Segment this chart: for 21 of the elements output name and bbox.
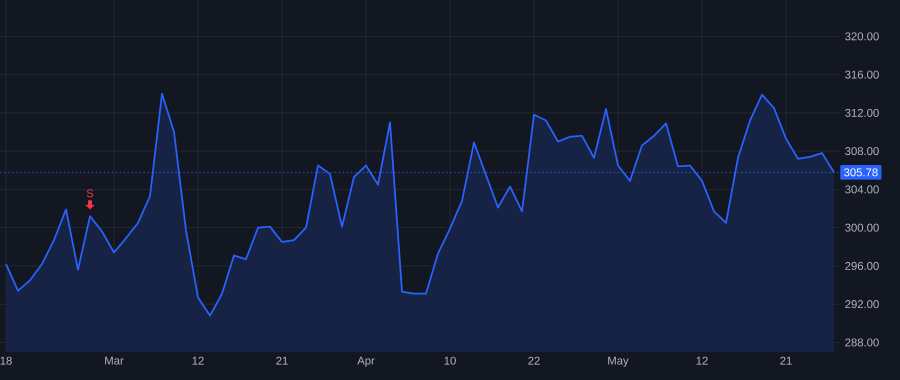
ref-line-label: 305.78 bbox=[844, 168, 878, 176]
y-tick-label: 320.00 bbox=[845, 32, 879, 40]
y-tick-label: 308.00 bbox=[845, 147, 879, 156]
x-tick-label: May bbox=[608, 356, 629, 367]
x-tick-label: 12 bbox=[696, 356, 708, 365]
annotation: S bbox=[86, 189, 94, 198]
y-tick-label: 304.00 bbox=[845, 185, 879, 194]
x-tick-label: Apr bbox=[357, 356, 375, 367]
y-tick-label: 312.00 bbox=[845, 108, 879, 117]
y-tick-label: 288.00 bbox=[845, 338, 879, 346]
y-tick-label: 292.00 bbox=[845, 300, 879, 308]
x-tick-label: 18 bbox=[0, 356, 12, 365]
x-tick-label: 22 bbox=[528, 356, 540, 365]
x-tick-label: 10 bbox=[444, 356, 456, 365]
y-tick-label: 316.00 bbox=[845, 70, 879, 79]
y-tick-label: 300.00 bbox=[845, 224, 879, 232]
y-tick-label: 296.00 bbox=[845, 262, 879, 270]
x-tick-label: 12 bbox=[192, 356, 204, 365]
x-tick-label: 21 bbox=[276, 356, 288, 365]
x-tick-label: Mar bbox=[105, 356, 124, 365]
x-tick-label: 21 bbox=[780, 356, 792, 365]
